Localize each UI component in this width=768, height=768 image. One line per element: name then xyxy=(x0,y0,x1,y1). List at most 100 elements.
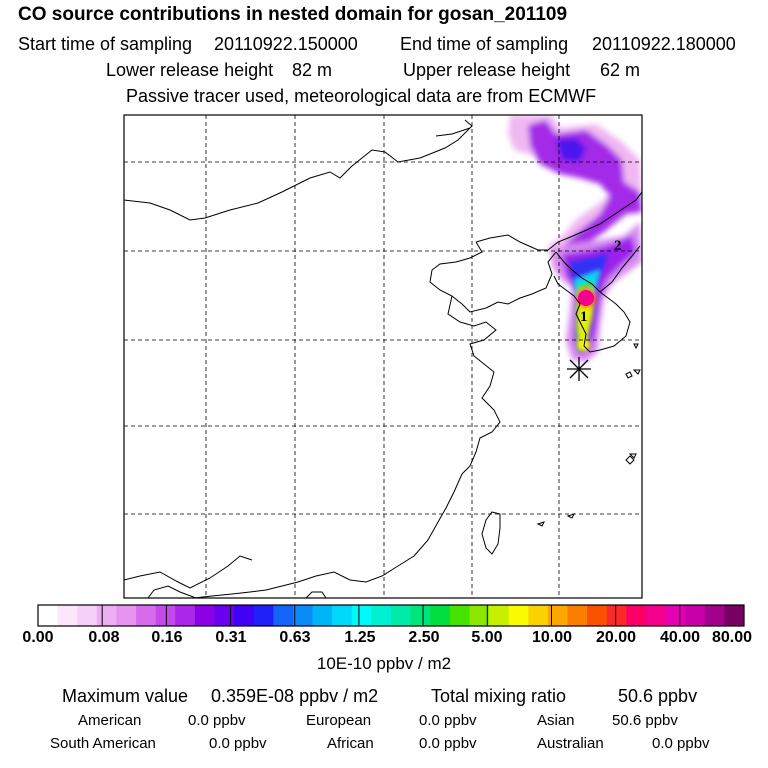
colorbar-swatch xyxy=(547,605,568,626)
ryukyu-islet-2 xyxy=(628,453,637,459)
receptor-asterisk-icon xyxy=(567,357,591,381)
colorbar-swatch xyxy=(489,605,510,626)
colorbar-swatch xyxy=(273,605,294,626)
colorbar-swatch xyxy=(371,605,392,626)
contour-label-2: 2 xyxy=(614,238,622,254)
colorbar-swatch xyxy=(194,605,215,626)
colorbar-swatch xyxy=(704,605,725,626)
colorbar-swatch xyxy=(724,605,745,626)
colorbar-swatch xyxy=(626,605,647,626)
plume-max-core xyxy=(578,290,594,306)
colorbar-swatch xyxy=(430,605,451,626)
max-value: 0.359E-08 ppbv / m2 xyxy=(211,686,379,706)
taiwan xyxy=(481,511,501,555)
colorbar-swatch xyxy=(528,605,549,626)
region-name-american: American xyxy=(78,712,142,729)
colorbar-swatch xyxy=(332,605,353,626)
mongolia-border xyxy=(124,119,473,221)
colorbar-swatch xyxy=(391,605,412,626)
colorbar-tick-label: 1.25 xyxy=(344,629,376,646)
colorbar-frame xyxy=(37,604,745,627)
colorbar xyxy=(37,604,745,627)
colorbar-tick-label: 40.00 xyxy=(659,629,701,646)
colorbar-swatch xyxy=(645,605,666,626)
colorbar-swatch xyxy=(312,605,333,626)
colorbar-swatch xyxy=(567,605,588,626)
colorbar-swatch xyxy=(685,605,706,626)
region-value-australian: 0.0 ppbv xyxy=(652,735,710,752)
colorbar-swatch xyxy=(116,605,137,626)
lat-lon-grid xyxy=(124,115,642,598)
ryukyu-islet-3 xyxy=(536,521,545,527)
colorbar-tick-label: 10.00 xyxy=(531,629,573,646)
shandong-coast xyxy=(447,295,501,475)
colorbar-tick-label: 0.31 xyxy=(215,629,247,646)
lower-height-value: 82 m xyxy=(292,60,333,80)
colorbar-swatch xyxy=(410,605,431,626)
colorbar-swatch xyxy=(665,605,686,626)
korea-peninsula-coast xyxy=(553,251,631,353)
region-value-south-american: 0.0 ppbv xyxy=(209,735,267,752)
colorbar-swatch xyxy=(508,605,529,626)
region-name-asian: Asian xyxy=(537,712,575,729)
colorbar-swatch xyxy=(253,605,274,626)
colorbar-swatch xyxy=(449,605,470,626)
se-china-coast xyxy=(193,473,463,598)
colorbar-tick-label: 80.00 xyxy=(711,629,753,646)
lower-height-label: Lower release height xyxy=(106,60,274,80)
colorbar-swatch xyxy=(57,605,78,626)
concentration-plume xyxy=(508,115,642,362)
colorbar-swatch xyxy=(214,605,235,626)
hainan xyxy=(305,591,327,598)
colorbar-tick-label: 0.08 xyxy=(88,629,120,646)
plume-blue-core-north xyxy=(556,138,586,162)
region-name-south-american: South American xyxy=(50,735,156,752)
south-border xyxy=(124,555,253,589)
colorbar-swatch xyxy=(155,605,176,626)
islet-3 xyxy=(633,343,639,350)
region-name-australian: Australian xyxy=(537,735,604,752)
kyushu-islet-1 xyxy=(625,371,633,379)
start-time-value: 20110922.150000 xyxy=(214,34,358,54)
colorbar-tick-label: 0.00 xyxy=(22,629,54,646)
colorbar-tick-label: 20.00 xyxy=(595,629,637,646)
colorbar-tick-label: 0.16 xyxy=(151,629,183,646)
upper-height-label: Upper release height xyxy=(403,60,571,80)
bohai-coast xyxy=(429,241,557,313)
total-mixing-label: Total mixing ratio xyxy=(431,686,567,706)
end-time-value: 20110922.180000 xyxy=(592,34,736,54)
ryukyu-islet-1 xyxy=(625,455,635,465)
colorbar-swatch xyxy=(77,605,98,626)
region-value-european: 0.0 ppbv xyxy=(419,712,477,729)
kyushu-islet-2 xyxy=(632,369,641,375)
region-value-american: 0.0 ppbv xyxy=(188,712,246,729)
indochina-border xyxy=(147,585,197,598)
region-name-european: European xyxy=(306,712,372,729)
upper-height-value: 62 m xyxy=(600,60,641,80)
coastlines xyxy=(124,119,642,598)
map-frame xyxy=(123,114,643,599)
total-mixing-value: 50.6 ppbv xyxy=(618,686,698,706)
region-value-african: 0.0 ppbv xyxy=(419,735,477,752)
colorbar-unit: 10E-10 ppbv / m2 xyxy=(316,654,452,673)
region-value-asian: 50.6 ppbv xyxy=(612,712,678,729)
colorbar-swatch xyxy=(96,605,117,626)
china-korea-border xyxy=(475,191,642,251)
colorbar-swatch xyxy=(292,605,313,626)
region-name-african: African xyxy=(327,735,374,752)
colorbar-swatch xyxy=(351,605,372,626)
ryukyu-islet-4 xyxy=(566,513,575,519)
tracer-note: Passive tracer used, meteorological data… xyxy=(126,86,597,106)
end-time-label: End time of sampling xyxy=(400,34,569,54)
colorbar-swatch xyxy=(234,605,255,626)
manchuria-border xyxy=(435,127,471,137)
max-value-label: Maximum value xyxy=(62,686,189,706)
contour-label-1: 1 xyxy=(580,309,588,325)
colorbar-tick-label: 2.50 xyxy=(408,629,440,646)
colorbar-swatch xyxy=(175,605,196,626)
start-time-label: Start time of sampling xyxy=(18,34,193,54)
korea-east-coast xyxy=(599,245,641,293)
colorbar-tick-label: 5.00 xyxy=(471,629,503,646)
colorbar-swatch xyxy=(469,605,490,626)
